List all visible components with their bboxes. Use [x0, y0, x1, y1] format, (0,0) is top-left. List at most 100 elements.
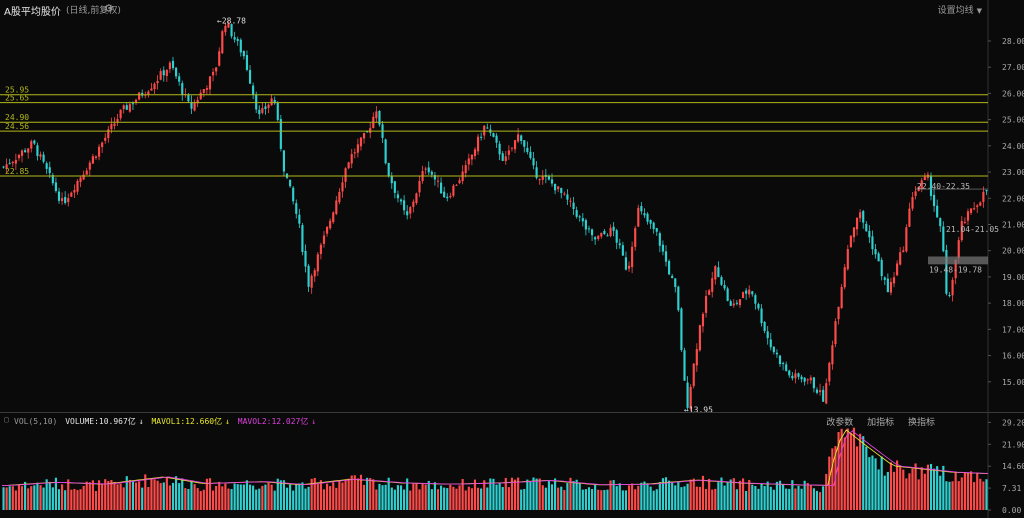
volume-bar[interactable] — [245, 480, 249, 510]
candle-body[interactable] — [282, 150, 286, 172]
volume-bar[interactable] — [775, 481, 779, 510]
candle-body[interactable] — [375, 111, 378, 119]
candle-body[interactable] — [492, 133, 495, 137]
volume-bar[interactable] — [48, 481, 51, 510]
volume-bar[interactable] — [415, 482, 418, 510]
volume-bar[interactable] — [846, 428, 849, 510]
candle-body[interactable] — [70, 192, 73, 197]
volume-bar[interactable] — [896, 460, 899, 510]
volume-bar[interactable] — [825, 473, 828, 510]
candle-body[interactable] — [196, 99, 199, 104]
volume-bar[interactable] — [575, 479, 578, 510]
candle-body[interactable] — [230, 24, 233, 37]
volume-bar[interactable] — [85, 481, 88, 510]
candle-body[interactable] — [757, 304, 760, 309]
candle-body[interactable] — [624, 257, 628, 270]
volume-bar[interactable] — [862, 436, 865, 510]
volume-bar[interactable] — [541, 485, 544, 510]
candle-body[interactable] — [507, 150, 510, 155]
candle-body[interactable] — [168, 62, 172, 70]
volume-bar[interactable] — [218, 481, 221, 510]
candle-body[interactable] — [686, 382, 689, 408]
volume-bar[interactable] — [966, 472, 970, 510]
candle-body[interactable] — [951, 279, 954, 296]
candle-body[interactable] — [732, 303, 735, 306]
volume-bar[interactable] — [36, 482, 39, 510]
volume-bar[interactable] — [797, 485, 800, 510]
candle-body[interactable] — [631, 246, 634, 268]
volume-bar[interactable] — [285, 487, 289, 510]
volume-bar[interactable] — [131, 480, 135, 510]
volume-bar[interactable] — [73, 488, 76, 510]
candle-body[interactable] — [911, 197, 914, 209]
volume-bar[interactable] — [76, 490, 79, 510]
volume-bar[interactable] — [791, 480, 794, 510]
candle-body[interactable] — [128, 104, 131, 112]
volume-bar[interactable] — [723, 485, 726, 510]
volume-bar[interactable] — [51, 487, 54, 510]
volume-bar[interactable] — [936, 466, 939, 510]
candle-body[interactable] — [612, 226, 615, 231]
volume-bar[interactable] — [751, 484, 754, 510]
candle-body[interactable] — [359, 137, 363, 147]
volume-bar[interactable] — [745, 490, 748, 510]
volume-bar[interactable] — [439, 485, 443, 510]
candle-body[interactable] — [418, 181, 421, 193]
candle-body[interactable] — [775, 352, 779, 355]
volume-bar[interactable] — [458, 485, 461, 510]
candle-body[interactable] — [547, 175, 551, 180]
candle-body[interactable] — [609, 227, 612, 237]
candle-body[interactable] — [446, 196, 449, 199]
candle-body[interactable] — [199, 92, 202, 100]
candle-body[interactable] — [868, 230, 871, 238]
volume-bar[interactable] — [597, 489, 600, 510]
candle-body[interactable] — [455, 184, 458, 186]
volume-bar[interactable] — [942, 465, 945, 510]
candle-body[interactable] — [834, 321, 837, 345]
volume-bar[interactable] — [350, 475, 353, 510]
volume-bar[interactable] — [492, 478, 495, 510]
candle-body[interactable] — [584, 220, 587, 230]
volume-bar[interactable] — [424, 484, 427, 510]
volume-bar[interactable] — [375, 489, 378, 510]
candle-body[interactable] — [33, 140, 36, 144]
volume-bar[interactable] — [711, 489, 714, 510]
candle-body[interactable] — [554, 183, 557, 191]
volume-bar[interactable] — [153, 479, 156, 510]
volume-bar[interactable] — [517, 477, 520, 510]
candle-body[interactable] — [76, 180, 79, 192]
candle-body[interactable] — [815, 389, 819, 393]
candle-body[interactable] — [387, 162, 390, 177]
candle-body[interactable] — [384, 139, 387, 164]
volume-bar[interactable] — [923, 473, 926, 510]
candle-body[interactable] — [439, 182, 443, 194]
volume-bar[interactable] — [939, 475, 942, 510]
candle-body[interactable] — [79, 177, 82, 182]
volume-bar[interactable] — [193, 484, 196, 510]
candle-body[interactable] — [218, 51, 221, 66]
candle-body[interactable] — [862, 210, 865, 223]
volume-bar[interactable] — [57, 489, 61, 510]
candle-body[interactable] — [871, 236, 874, 250]
volume-bar[interactable] — [97, 480, 101, 510]
candle-body[interactable] — [627, 265, 631, 269]
volume-bar[interactable] — [714, 488, 717, 510]
candle-body[interactable] — [48, 167, 51, 174]
volume-bar[interactable] — [812, 488, 815, 510]
candle-body[interactable] — [279, 119, 282, 149]
candle-body[interactable] — [692, 363, 695, 387]
candle-body[interactable] — [849, 235, 852, 248]
volume-bar[interactable] — [554, 478, 557, 510]
candle-body[interactable] — [73, 189, 76, 193]
volume-bar[interactable] — [763, 485, 766, 510]
candle-body[interactable] — [741, 292, 745, 299]
volume-bar[interactable] — [544, 487, 547, 510]
volume-bar[interactable] — [584, 489, 587, 510]
volume-bar[interactable] — [800, 488, 803, 510]
volume-bar[interactable] — [782, 484, 785, 510]
candle-body[interactable] — [735, 302, 738, 304]
candle-body[interactable] — [649, 220, 652, 224]
candle-body[interactable] — [590, 229, 594, 236]
volume-bar[interactable] — [855, 446, 859, 510]
candle-body[interactable] — [748, 289, 751, 295]
